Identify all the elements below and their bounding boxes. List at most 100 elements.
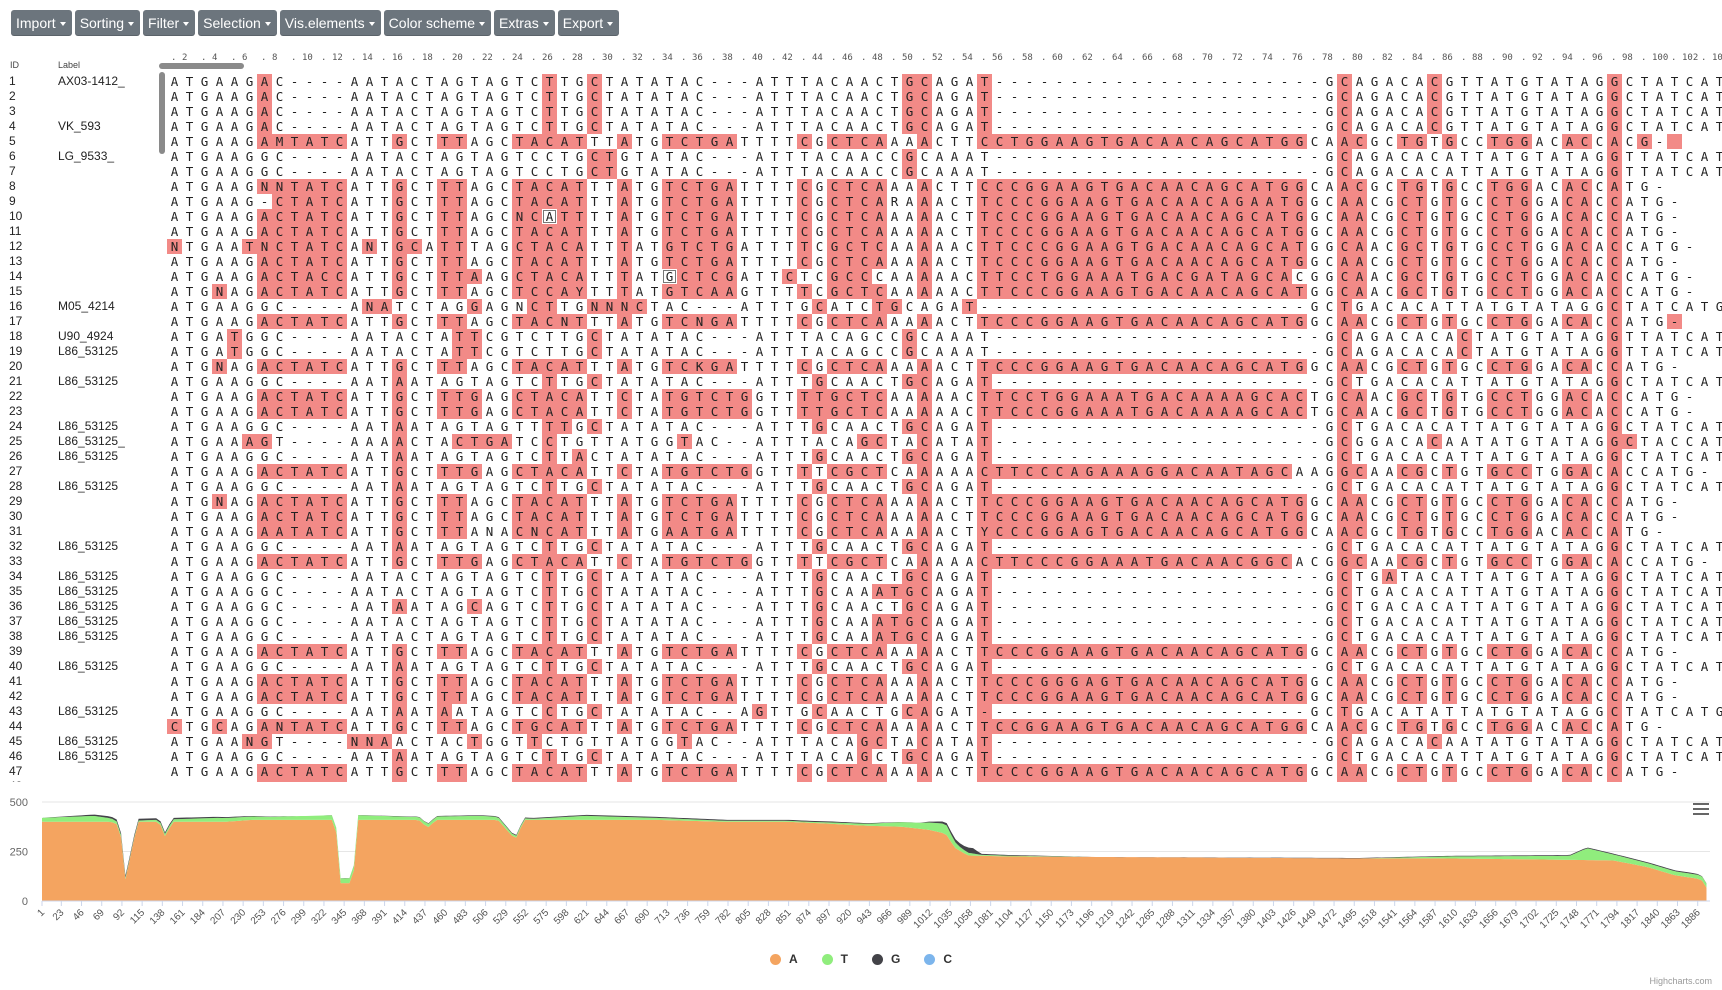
row-label[interactable] — [58, 314, 158, 329]
legend-item-t[interactable]: T — [821, 952, 848, 966]
row-label[interactable] — [58, 239, 158, 254]
legend-item-a[interactable]: A — [769, 952, 798, 966]
row-label[interactable] — [58, 254, 158, 269]
row-label[interactable] — [58, 194, 158, 209]
row-label[interactable] — [58, 104, 158, 119]
row-label[interactable] — [58, 209, 158, 224]
row-label[interactable] — [58, 284, 158, 299]
row-label[interactable]: L86_53125 — [58, 479, 119, 493]
row-label[interactable]: VK_593 — [58, 119, 101, 133]
sequence-row[interactable]: ATGAAGACTATCATTGCTTTAGCTACATTTATGTCTGATT… — [167, 779, 1722, 782]
row-label[interactable] — [58, 224, 158, 239]
row-label[interactable] — [58, 89, 158, 104]
row-label[interactable] — [58, 689, 158, 704]
legend-item-c[interactable]: C — [924, 952, 952, 966]
row-label[interactable]: L86_53125 — [58, 344, 119, 358]
row-label[interactable]: L86_53125 — [58, 659, 119, 673]
row-label[interactable] — [58, 779, 158, 782]
row-label[interactable]: LG_9533_ — [58, 149, 115, 163]
row-label[interactable]: L86_53125 — [58, 629, 119, 643]
row-label[interactable] — [58, 554, 158, 569]
menu-selectionbutton[interactable]: Selection — [198, 10, 277, 36]
horizontal-scrollbar[interactable] — [159, 63, 244, 69]
row-label[interactable] — [58, 719, 158, 734]
row-label[interactable] — [58, 644, 158, 659]
row-label[interactable]: L86_53125 — [58, 374, 119, 388]
menu-filterbutton[interactable]: Filter — [143, 10, 196, 36]
row-label[interactable]: AX03-1412_ — [58, 74, 125, 88]
row-label[interactable]: L86_53125 — [58, 449, 119, 463]
row-label[interactable]: L86_53125 — [58, 584, 119, 598]
hamburger-menu-icon[interactable] — [1693, 803, 1709, 817]
menu-exportbutton[interactable]: Export — [557, 10, 620, 36]
chart-credits[interactable]: Highcharts.com — [1649, 976, 1712, 986]
row-label[interactable]: L86_53125 — [58, 749, 119, 763]
row-label[interactable]: L86_53125 — [58, 419, 119, 433]
row-label[interactable]: L86_53125 — [58, 704, 119, 718]
row-label[interactable] — [58, 179, 158, 194]
row-label[interactable] — [58, 674, 158, 689]
menu-extrasbutton[interactable]: Extras — [494, 10, 555, 36]
row-label[interactable]: L86_53125 — [58, 614, 119, 628]
row-label[interactable]: M05_4214 — [58, 299, 115, 313]
row-label[interactable] — [58, 524, 158, 539]
row-label[interactable] — [58, 509, 158, 524]
row-label[interactable] — [58, 269, 158, 284]
legend-item-g[interactable]: G — [872, 952, 900, 966]
row-label[interactable]: L86_53125 — [58, 734, 119, 748]
row-label[interactable] — [58, 134, 158, 149]
menu-vis-elementsbutton[interactable]: Vis.elements — [279, 10, 381, 36]
row-label[interactable] — [58, 359, 158, 374]
row-label[interactable]: L86_53125 — [58, 539, 119, 553]
row-label[interactable] — [58, 494, 158, 509]
menu-color-schemebutton[interactable]: Color scheme — [383, 10, 492, 36]
menu-sortingbutton[interactable]: Sorting — [74, 10, 141, 36]
row-label[interactable] — [58, 404, 158, 419]
